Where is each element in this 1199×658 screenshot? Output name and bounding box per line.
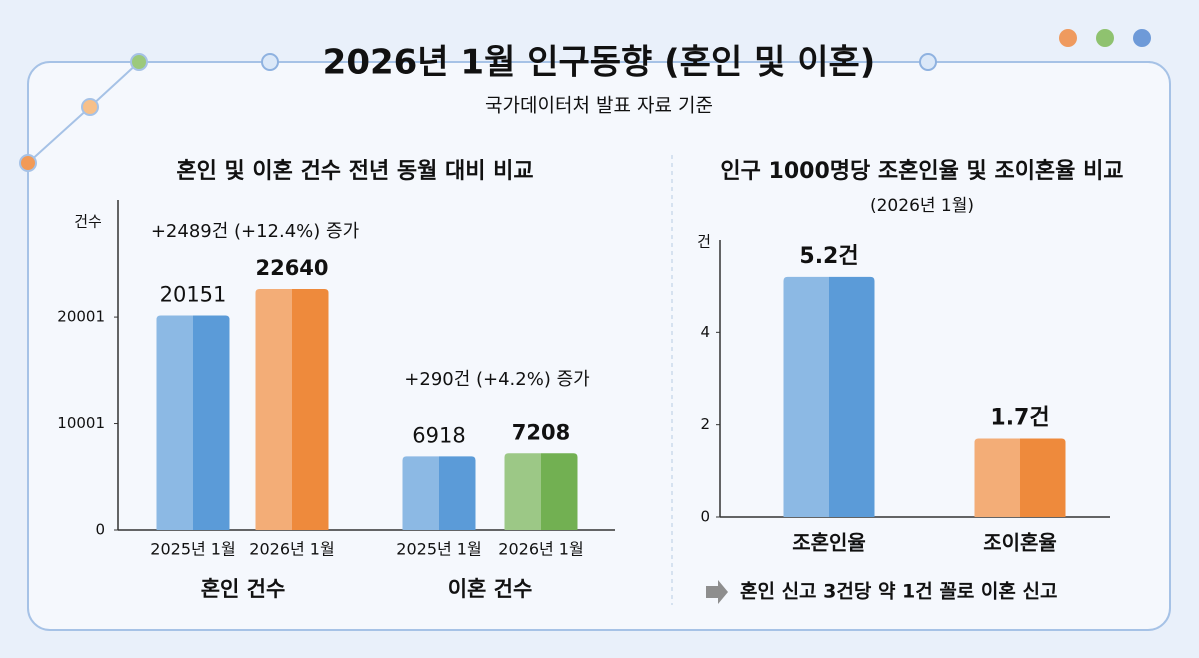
decoration-dot xyxy=(81,98,99,116)
group-label: 이혼 건수 xyxy=(448,577,533,601)
window-dot xyxy=(1059,29,1077,47)
window-dot xyxy=(1133,29,1151,47)
x-tick-label: 조혼인율 xyxy=(792,531,866,555)
y-tick-label: 10001 xyxy=(57,414,105,432)
value-label: 5.2건 xyxy=(799,244,858,269)
decoration-line xyxy=(27,61,270,164)
x-tick-label: 조이혼율 xyxy=(983,531,1057,555)
decoration-dot xyxy=(919,53,937,71)
y-tick-label: 4 xyxy=(700,323,710,341)
page-title: 2026년 1월 인구동향 (혼인 및 이혼) xyxy=(323,43,876,83)
x-tick-label: 2026년 1월 xyxy=(498,540,583,559)
annotation: +290건 (+4.2%) 증가 xyxy=(404,369,589,390)
chart-subtitle: (2026년 1월) xyxy=(870,196,974,216)
value-label: 20151 xyxy=(160,282,227,306)
y-tick-label: 2 xyxy=(700,415,710,433)
group-label: 혼인 건수 xyxy=(201,577,286,601)
decoration-dot xyxy=(130,53,148,71)
bar xyxy=(783,276,875,517)
note-arrow xyxy=(706,580,728,604)
note: 혼인 신고 3건당 약 1건 꼴로 이혼 신고 xyxy=(740,580,1057,603)
value-label: 22640 xyxy=(255,256,328,280)
chart-title: 인구 1000명당 조혼인율 및 조이혼율 비교 xyxy=(720,159,1123,184)
value-label: 6918 xyxy=(412,423,465,447)
page-subtitle: 국가데이터처 발표 자료 기준 xyxy=(485,95,713,117)
y-tick-label: 20001 xyxy=(57,308,105,326)
bar xyxy=(156,315,230,530)
bar xyxy=(255,288,329,530)
decoration-dot xyxy=(261,53,279,71)
window-dot xyxy=(1096,29,1114,47)
x-tick-label: 2025년 1월 xyxy=(396,540,481,559)
bar xyxy=(402,456,476,530)
chart-title: 혼인 및 이혼 건수 전년 동월 대비 비교 xyxy=(176,159,533,184)
bar xyxy=(504,453,578,530)
value-label: 1.7건 xyxy=(990,406,1049,431)
y-axis-label: 건수 xyxy=(74,213,102,231)
y-tick-label: 0 xyxy=(700,508,710,526)
x-tick-label: 2025년 1월 xyxy=(150,540,235,559)
x-tick-label: 2026년 1월 xyxy=(249,540,334,559)
bar xyxy=(974,438,1066,517)
decoration-dot xyxy=(19,154,37,172)
annotation: +2489건 (+12.4%) 증가 xyxy=(151,221,359,242)
y-tick-label: 0 xyxy=(95,521,105,539)
y-axis-label: 건 xyxy=(697,233,711,251)
value-label: 7208 xyxy=(512,420,570,444)
